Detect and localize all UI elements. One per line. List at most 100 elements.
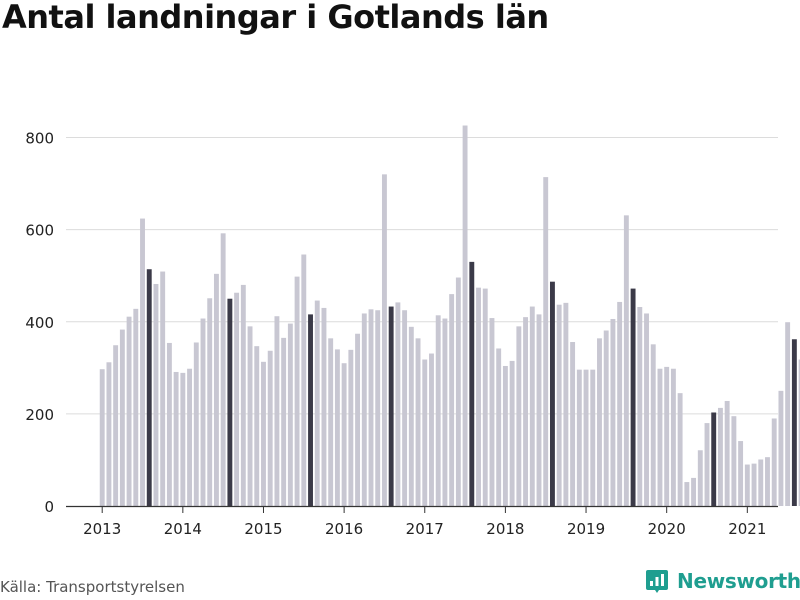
bar — [549, 281, 555, 506]
bar — [287, 323, 293, 506]
bar — [274, 316, 280, 506]
bar — [664, 366, 670, 506]
bar — [623, 215, 629, 506]
bar — [133, 308, 139, 506]
bar — [348, 349, 354, 506]
bar — [166, 342, 172, 506]
bar — [476, 287, 481, 506]
x-axis — [66, 505, 778, 513]
bar — [301, 254, 307, 506]
x-tick-label: 2013 — [83, 520, 121, 538]
bar — [650, 344, 656, 506]
bar — [193, 342, 199, 506]
bar — [771, 418, 777, 506]
bar — [597, 338, 602, 506]
bar — [536, 314, 542, 506]
bar — [502, 365, 508, 506]
bar — [146, 269, 152, 506]
bar — [583, 369, 589, 506]
bar — [523, 317, 529, 506]
x-tick-label: 2017 — [406, 520, 444, 538]
bar — [590, 369, 596, 506]
bar — [119, 329, 125, 506]
bar — [778, 390, 784, 506]
bar — [509, 360, 515, 506]
bars — [99, 125, 800, 507]
bar — [395, 302, 401, 506]
bar — [711, 412, 717, 506]
bar — [247, 326, 253, 506]
bar — [570, 342, 576, 506]
bar — [234, 292, 240, 506]
bar — [482, 288, 488, 506]
bar — [576, 369, 582, 506]
x-tick-label: 2021 — [728, 520, 766, 538]
bar — [173, 371, 179, 506]
bar — [99, 369, 105, 506]
bar — [731, 416, 737, 506]
bar — [187, 368, 193, 506]
chart-title: Antal landningar i Gotlands län — [2, 0, 549, 36]
x-tick-label: 2018 — [486, 520, 524, 538]
bar — [254, 346, 260, 506]
bar — [375, 310, 381, 506]
bar — [281, 337, 287, 506]
bar — [516, 326, 522, 506]
bar — [684, 482, 690, 506]
bar — [603, 330, 609, 506]
bar — [415, 338, 421, 506]
bar — [670, 368, 676, 506]
bar — [308, 314, 313, 506]
bar — [657, 368, 663, 506]
y-tick-label: 0 — [44, 498, 54, 516]
bar — [341, 363, 347, 506]
bar — [227, 298, 233, 506]
bar — [361, 313, 367, 506]
bar — [240, 284, 246, 506]
bar — [489, 318, 495, 506]
bar — [610, 318, 616, 506]
bar — [644, 313, 649, 506]
bar — [717, 407, 723, 506]
bar — [563, 302, 569, 506]
bar — [422, 359, 428, 506]
bar — [261, 361, 266, 506]
bar — [267, 350, 273, 506]
y-tick-label: 400 — [25, 314, 54, 332]
x-tick-label: 2020 — [648, 520, 686, 538]
bar — [677, 393, 683, 506]
bar — [798, 359, 800, 506]
bar — [469, 261, 475, 506]
bar — [180, 372, 186, 506]
brand-name: Newsworthy — [677, 569, 800, 593]
bar — [126, 316, 132, 506]
x-tick-label: 2016 — [325, 520, 363, 538]
newsworthy-logo-icon — [646, 570, 668, 593]
bar — [381, 174, 387, 506]
bar — [429, 353, 434, 506]
x-tick-label: 2014 — [164, 520, 202, 538]
bar — [449, 294, 455, 506]
bar — [220, 233, 226, 506]
y-tick-label: 800 — [25, 130, 54, 148]
bar — [106, 362, 112, 506]
axis-labels: 0200400600800359201320142015201620172018… — [25, 130, 766, 539]
y-tick-label: 200 — [25, 406, 54, 424]
bar — [140, 218, 145, 506]
bar — [455, 277, 461, 506]
x-tick-label: 2019 — [567, 520, 605, 538]
brand-logo: Newsworthy — [645, 568, 800, 594]
x-tick-label: 2015 — [244, 520, 282, 538]
bar — [751, 463, 757, 506]
bar — [321, 307, 327, 506]
bar — [691, 477, 697, 506]
bar — [200, 318, 206, 506]
source-note: Källa: Transportstyrelsen — [0, 578, 185, 596]
bar — [113, 345, 119, 506]
bar — [738, 441, 744, 506]
bar — [314, 300, 320, 506]
bar — [160, 271, 166, 506]
bar — [328, 338, 334, 506]
bar — [704, 423, 710, 506]
